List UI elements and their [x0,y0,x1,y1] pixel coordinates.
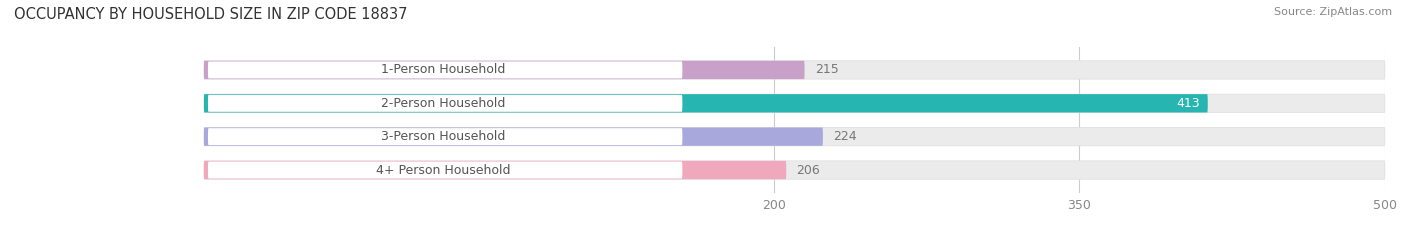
FancyBboxPatch shape [208,161,682,178]
Text: 3-Person Household: 3-Person Household [381,130,505,143]
FancyBboxPatch shape [204,61,1385,79]
FancyBboxPatch shape [208,128,682,145]
Text: 1-Person Household: 1-Person Household [381,63,505,76]
FancyBboxPatch shape [204,127,823,146]
FancyBboxPatch shape [208,95,682,112]
FancyBboxPatch shape [204,161,786,179]
Text: Source: ZipAtlas.com: Source: ZipAtlas.com [1274,7,1392,17]
Text: 215: 215 [814,63,838,76]
Text: 4+ Person Household: 4+ Person Household [375,164,510,177]
FancyBboxPatch shape [204,161,1385,179]
FancyBboxPatch shape [204,94,1208,113]
Text: 413: 413 [1175,97,1199,110]
FancyBboxPatch shape [204,94,1385,113]
FancyBboxPatch shape [204,61,804,79]
Text: OCCUPANCY BY HOUSEHOLD SIZE IN ZIP CODE 18837: OCCUPANCY BY HOUSEHOLD SIZE IN ZIP CODE … [14,7,408,22]
FancyBboxPatch shape [204,127,1385,146]
Text: 2-Person Household: 2-Person Household [381,97,505,110]
Text: 224: 224 [834,130,856,143]
FancyBboxPatch shape [208,62,682,79]
Text: 206: 206 [796,164,820,177]
